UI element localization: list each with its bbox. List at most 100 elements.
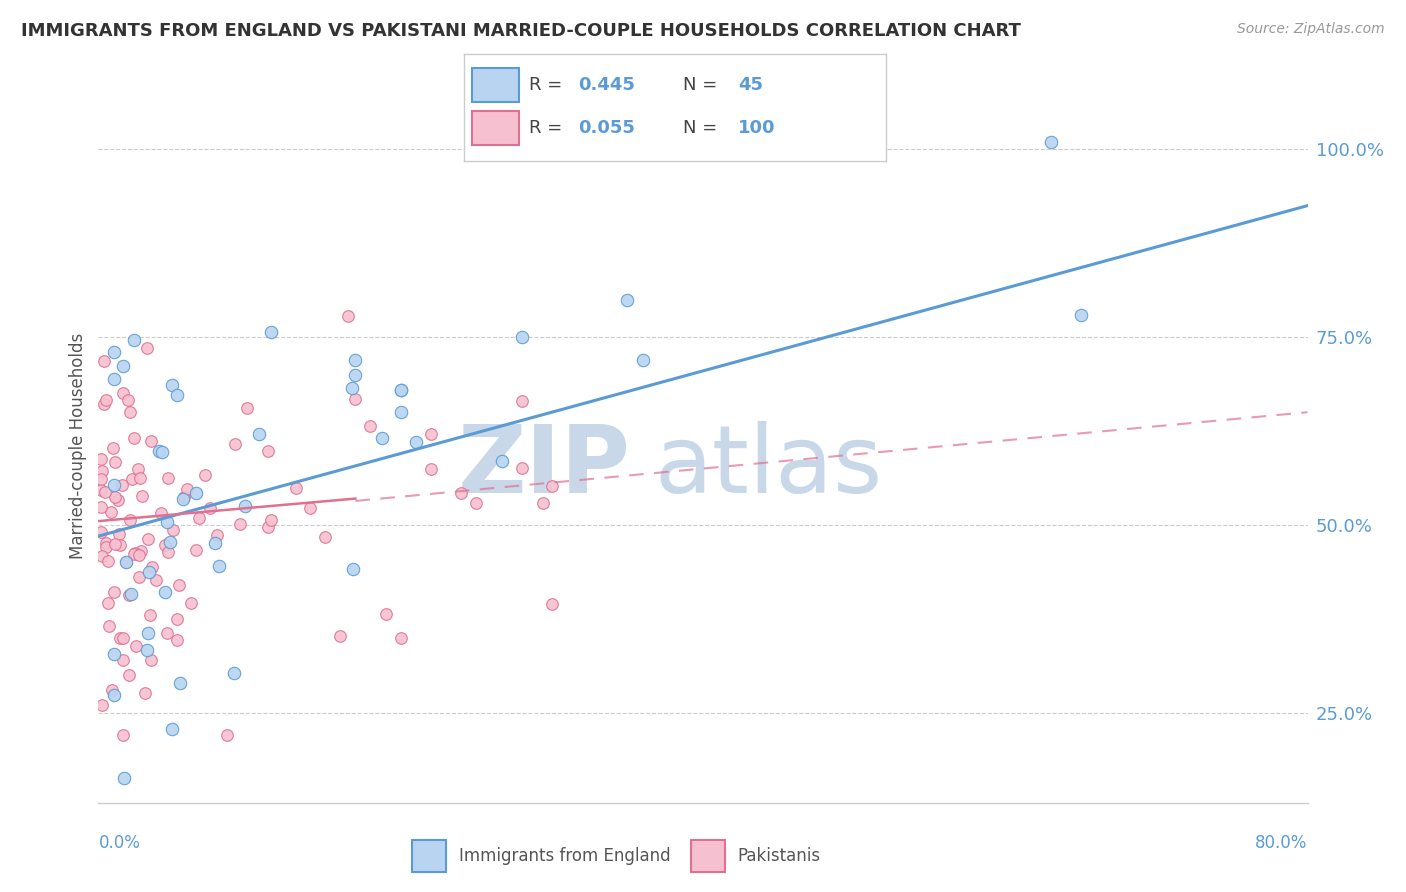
- Point: [91, 698, 114, 713]
- Point: [314, 530, 336, 544]
- Point: [127, 462, 149, 476]
- Point: [224, 666, 246, 681]
- Point: [97, 596, 120, 610]
- Point: [129, 543, 152, 558]
- Point: [90, 525, 112, 540]
- Point: [103, 372, 125, 386]
- Point: [173, 490, 195, 504]
- Point: [104, 455, 127, 469]
- Point: [491, 454, 513, 468]
- Point: [101, 683, 124, 698]
- Point: [389, 405, 412, 419]
- Point: [510, 330, 533, 344]
- Point: [138, 565, 160, 579]
- Point: [93, 354, 115, 368]
- Point: [139, 652, 162, 666]
- Point: [257, 443, 280, 458]
- Point: [124, 333, 146, 347]
- Point: [344, 368, 367, 382]
- Point: [103, 688, 125, 702]
- Text: Immigrants from England: Immigrants from England: [458, 847, 671, 865]
- Point: [125, 639, 148, 653]
- Point: [129, 471, 152, 485]
- Point: [118, 668, 141, 682]
- Point: [121, 587, 143, 601]
- FancyBboxPatch shape: [690, 840, 724, 872]
- Point: [1039, 135, 1062, 149]
- Point: [200, 500, 222, 515]
- Y-axis label: Married-couple Households: Married-couple Households: [69, 333, 87, 559]
- Point: [120, 513, 142, 527]
- Point: [540, 479, 562, 493]
- Text: Source: ZipAtlas.com: Source: ZipAtlas.com: [1237, 22, 1385, 37]
- Point: [136, 626, 159, 640]
- Point: [337, 309, 360, 323]
- Point: [205, 528, 228, 542]
- Point: [103, 490, 125, 504]
- Point: [118, 588, 141, 602]
- Text: ZIP: ZIP: [457, 421, 630, 514]
- Point: [111, 478, 134, 492]
- Point: [260, 513, 283, 527]
- Point: [156, 471, 179, 485]
- Point: [374, 607, 396, 621]
- Point: [111, 385, 134, 400]
- Point: [224, 437, 246, 451]
- Point: [156, 626, 179, 640]
- Point: [176, 483, 198, 497]
- Point: [103, 648, 125, 662]
- Point: [284, 482, 307, 496]
- Point: [157, 545, 180, 559]
- Point: [108, 526, 131, 541]
- Text: Pakistanis: Pakistanis: [737, 847, 820, 865]
- Point: [139, 434, 162, 448]
- Point: [108, 538, 131, 552]
- Point: [150, 507, 173, 521]
- Point: [233, 499, 256, 513]
- Point: [1070, 308, 1092, 322]
- Point: [131, 489, 153, 503]
- Point: [138, 532, 160, 546]
- Point: [194, 468, 217, 483]
- Point: [90, 464, 112, 478]
- Point: [90, 472, 112, 486]
- Text: 45: 45: [738, 76, 763, 94]
- Text: 0.0%: 0.0%: [98, 834, 141, 852]
- Text: N =: N =: [683, 76, 723, 94]
- Point: [128, 549, 150, 563]
- Point: [172, 492, 194, 507]
- Point: [180, 596, 202, 610]
- Point: [107, 492, 129, 507]
- Point: [94, 393, 117, 408]
- Text: R =: R =: [530, 119, 568, 136]
- Point: [94, 485, 117, 500]
- Point: [156, 515, 179, 529]
- Point: [90, 500, 112, 514]
- Point: [215, 728, 238, 742]
- Point: [159, 534, 181, 549]
- FancyBboxPatch shape: [472, 68, 519, 102]
- Point: [465, 495, 488, 509]
- Point: [122, 431, 145, 445]
- Point: [135, 642, 157, 657]
- Text: 0.055: 0.055: [578, 119, 634, 136]
- Point: [419, 462, 441, 476]
- Point: [103, 478, 125, 492]
- Point: [257, 520, 280, 534]
- Point: [344, 352, 367, 367]
- Point: [370, 431, 392, 445]
- Point: [329, 629, 352, 643]
- Point: [96, 535, 118, 549]
- Text: atlas: atlas: [655, 421, 883, 514]
- Point: [90, 451, 112, 466]
- Point: [91, 549, 114, 563]
- Point: [510, 393, 533, 408]
- Point: [389, 631, 412, 645]
- Point: [96, 540, 118, 554]
- Point: [166, 612, 188, 626]
- Point: [112, 771, 135, 785]
- Text: R =: R =: [530, 76, 568, 94]
- Point: [104, 536, 127, 550]
- Point: [112, 728, 135, 742]
- Point: [360, 419, 382, 434]
